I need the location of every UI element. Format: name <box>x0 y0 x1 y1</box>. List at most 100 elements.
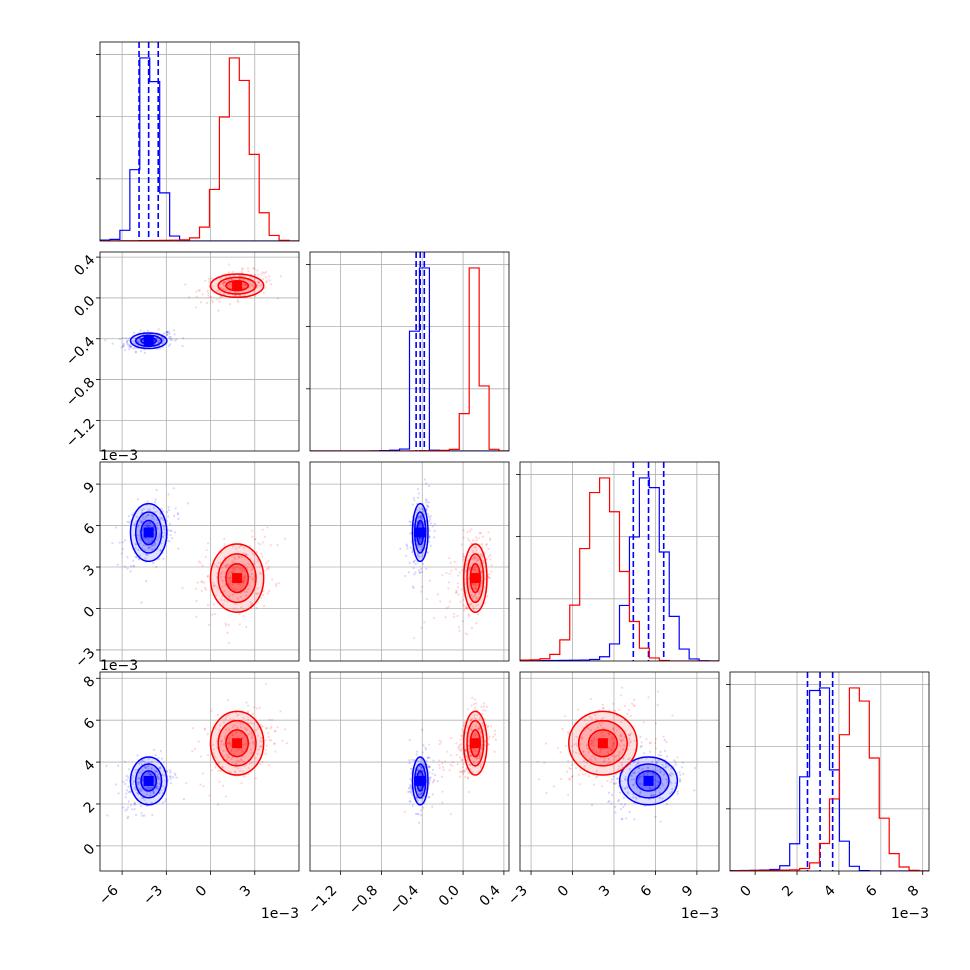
scatter-point <box>237 748 240 751</box>
scatter-point <box>637 767 640 770</box>
scatter-point <box>122 806 125 809</box>
scatter-point <box>427 515 431 518</box>
scatter-point <box>602 760 605 763</box>
scatter-point <box>622 757 625 760</box>
scatter-point <box>134 769 137 772</box>
scatter-point <box>419 517 422 520</box>
scatter-point <box>169 774 172 778</box>
scatter-point <box>230 758 233 761</box>
scatter-point <box>145 580 148 583</box>
scatter-point <box>438 767 441 770</box>
scatter-point <box>234 766 237 769</box>
scatter-point <box>155 565 158 568</box>
scatter-point <box>245 625 248 628</box>
scatter-point <box>464 749 467 752</box>
scatter-point <box>239 726 242 729</box>
scatter-point <box>196 581 199 584</box>
scatter-point <box>472 555 475 558</box>
scatter-point <box>204 279 207 282</box>
scatter-point <box>432 536 436 539</box>
scatter-point <box>139 554 142 557</box>
scatter-point <box>134 542 137 545</box>
scatter-point <box>668 773 671 776</box>
scatter-point <box>582 760 586 763</box>
scatter-point <box>626 712 629 716</box>
scatter-point <box>232 608 235 611</box>
scatter-point <box>142 507 145 510</box>
scatter-point <box>134 350 137 353</box>
scatter-point <box>569 767 573 771</box>
scatter-point <box>132 564 135 567</box>
scatter-point <box>469 753 472 757</box>
scatter-point <box>418 522 421 526</box>
scatter-point <box>592 741 595 744</box>
scatter-point <box>212 752 215 755</box>
scatter-point <box>223 281 226 284</box>
scatter-point <box>639 745 642 748</box>
scatter-point <box>130 513 134 516</box>
scatter-point <box>227 284 230 287</box>
scatter-point <box>408 738 411 741</box>
scatter-point <box>267 566 270 569</box>
scatter-point <box>154 770 157 773</box>
scatter-point <box>122 342 125 345</box>
scatter-point <box>147 508 150 511</box>
scatter-point <box>137 340 140 343</box>
scatter-point <box>627 741 630 744</box>
scatter-point <box>221 578 224 582</box>
scatter-point <box>205 301 208 305</box>
y-tick-label: 0 <box>81 841 99 859</box>
scatter-point <box>458 756 462 759</box>
scatter-point <box>461 728 464 731</box>
scatter-point <box>425 759 428 763</box>
scatter-point <box>202 581 206 584</box>
scatter-point <box>222 721 225 724</box>
scatter-point <box>421 728 424 731</box>
scatter-point <box>135 515 138 519</box>
scatter-point <box>255 606 258 609</box>
scatter-point <box>241 567 244 570</box>
scatter-point <box>242 578 245 581</box>
scatter-point <box>477 727 480 730</box>
scatter-point <box>485 543 489 546</box>
scatter-point <box>224 622 227 625</box>
x-tick-label: 4 <box>821 882 839 900</box>
scatter-point <box>441 574 444 577</box>
scatter-point <box>163 527 166 530</box>
scatter-point <box>425 507 428 510</box>
scatter-point <box>543 761 546 764</box>
scatter-point <box>252 577 255 580</box>
scatter-point <box>602 707 605 710</box>
scatter-point <box>610 735 613 738</box>
scatter-point <box>481 712 484 716</box>
scatter-point <box>590 759 593 762</box>
scatter-point <box>477 571 480 574</box>
scatter-point <box>156 787 159 790</box>
scatter-point <box>630 702 634 705</box>
scatter-point <box>618 751 621 754</box>
scatter-point <box>176 513 180 516</box>
scatter-point <box>155 770 158 773</box>
scatter-point <box>161 342 165 345</box>
scatter-point <box>236 726 239 729</box>
scatter-point <box>152 790 155 793</box>
scatter-point <box>172 487 175 490</box>
scatter-point <box>276 297 280 300</box>
scatter-point <box>217 760 221 763</box>
scatter-point <box>635 763 638 766</box>
scatter-point <box>153 501 157 504</box>
scatter-point <box>274 730 277 733</box>
scatter-point <box>251 552 254 555</box>
scatter-point <box>612 727 615 730</box>
scatter-point <box>468 602 471 606</box>
scatter-point <box>476 757 479 760</box>
scatter-point <box>464 632 467 635</box>
scatter-point <box>223 284 226 288</box>
scatter-point <box>187 295 190 299</box>
scatter-point <box>221 765 224 768</box>
scatter-point <box>432 616 436 620</box>
scatter-point <box>612 709 615 712</box>
scatter-point <box>158 777 161 780</box>
scatter-point <box>227 563 230 566</box>
scatter-point <box>147 757 151 760</box>
